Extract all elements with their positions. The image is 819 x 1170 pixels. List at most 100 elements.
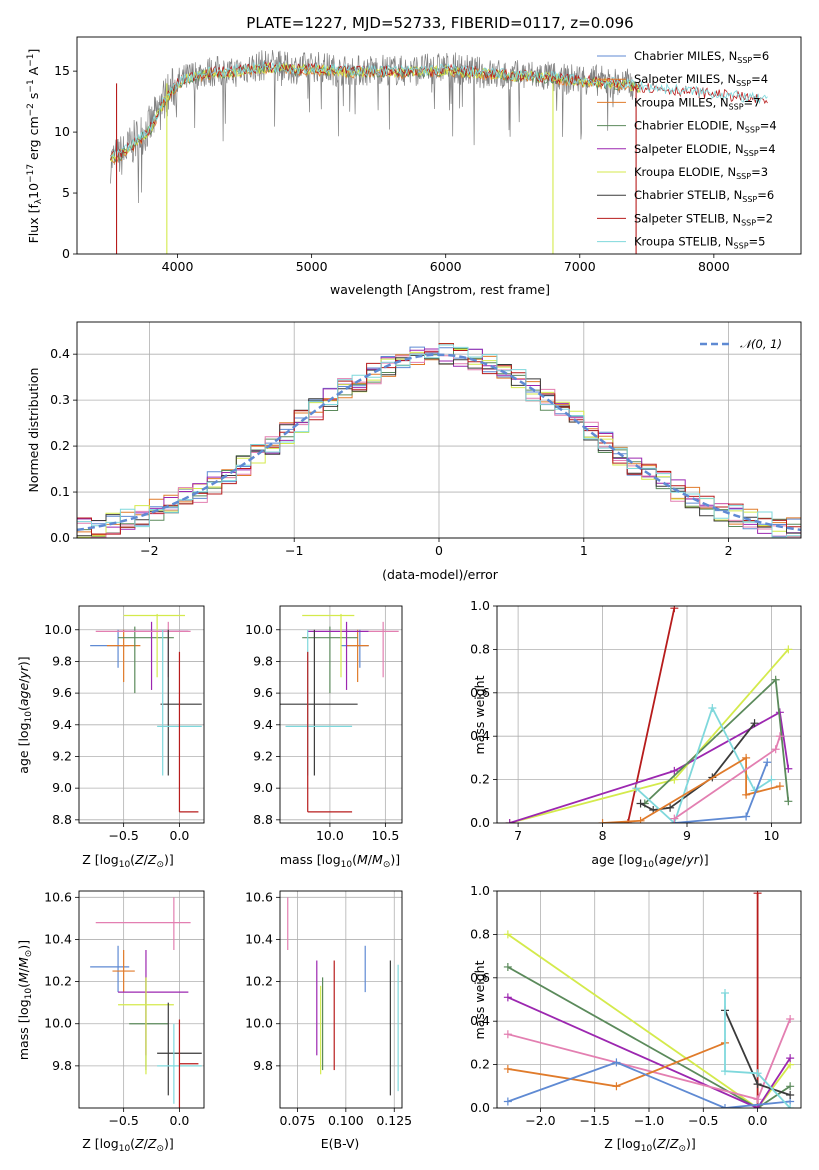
y-tick-label: 8.8 (253, 812, 273, 827)
weight-marker (612, 1082, 621, 1091)
weight-marker (784, 797, 793, 806)
axes-frame (78, 890, 205, 1109)
x-tick-label: −1.5 (580, 1113, 610, 1128)
y-tick-label: 0.4 (470, 1013, 490, 1028)
y-tick-label: 9.8 (52, 653, 72, 668)
p7-xlabel: Z [log10(Z/Z⊙)] (604, 1136, 696, 1154)
axes-frame (496, 605, 802, 824)
x-tick-label: 6000 (430, 259, 462, 274)
y-tick-label: 10.6 (44, 889, 72, 904)
x-tick-label: 0.0 (170, 1113, 190, 1128)
x-tick-label: −0.5 (108, 828, 138, 843)
residual-histogram: −2 −1 0 1 2 0.0 0.1 0.2 0.3 0.4 𝒩(0, 1) (50, 321, 802, 558)
x-tick-label: 0.125 (376, 1113, 412, 1128)
weight-marker (742, 790, 751, 799)
weight-marker (786, 1015, 795, 1024)
y-tick-label: 9.8 (253, 1058, 273, 1073)
y-tick-label: 9.2 (253, 748, 273, 763)
y-tick-label: 10.6 (245, 889, 273, 904)
axes-frame (78, 605, 205, 824)
x-tick-label: 0.0 (170, 828, 190, 843)
weight-marker (503, 1097, 512, 1106)
p6-xlabel: E(B-V) (321, 1136, 360, 1151)
y-tick-label: 0.2 (470, 1057, 490, 1072)
weight-marker (503, 1030, 512, 1039)
x-tick-label: −2.0 (525, 1113, 555, 1128)
spectrum-lines (110, 49, 768, 254)
weight-line (627, 608, 676, 823)
legend-label: Chabrier ELODIE, NSSP=4 (634, 119, 777, 135)
weight-marker (771, 745, 780, 754)
legend-label: Kroupa ELODIE, NSSP=3 (634, 165, 768, 181)
y-tick-label: 9.6 (253, 685, 273, 700)
weight-marker (708, 703, 717, 712)
y-tick-label: 10.0 (44, 1016, 72, 1031)
y-tick-label: 0.2 (50, 438, 70, 453)
p7-ylabel: mass weight (472, 960, 487, 1039)
x-tick-label: 0.0 (748, 1113, 768, 1128)
weight-marker (767, 775, 776, 784)
weight-marker (505, 819, 514, 823)
x-tick-label: 10.0 (316, 828, 344, 843)
y-tick-label: 9.2 (52, 748, 72, 763)
weight-lines (505, 606, 793, 823)
x-tick-label: 0.075 (280, 1113, 316, 1128)
y-tick-label: 10.0 (245, 1016, 273, 1031)
weight-line (509, 710, 790, 823)
y-tick-label: 0.0 (470, 815, 490, 830)
y-tick-label: 10.4 (245, 931, 273, 946)
x-tick-label: 0 (435, 543, 443, 558)
weight-marker (503, 993, 512, 1002)
y-tick-label: 1.0 (470, 883, 490, 898)
y-tick-label: 8.8 (52, 812, 72, 827)
x-tick-label: 7 (514, 828, 522, 843)
x-tick-label: −2 (140, 543, 158, 558)
weight-line (507, 966, 791, 1108)
x-tick-label: −1.0 (634, 1113, 664, 1128)
weight-marker (598, 819, 607, 823)
weight-marker (753, 891, 762, 898)
y-tick-label: 0 (62, 246, 70, 261)
weight-marker (670, 775, 679, 784)
y-tick-label: 9.8 (52, 1058, 72, 1073)
weight-marker (786, 1104, 795, 1108)
weight-marker (775, 782, 784, 791)
y-tick-label: 9.0 (253, 780, 273, 795)
weight-marker (503, 962, 512, 971)
axes-frame (279, 890, 403, 1109)
p2-xlabel: Z [log10(Z/Z⊙)] (82, 852, 174, 870)
y-tick-label: 9.4 (52, 717, 72, 732)
legend-label: Chabrier STELIB, NSSP=6 (634, 188, 774, 204)
weight-marker (786, 1090, 795, 1099)
error-bars (280, 613, 399, 813)
residual-ylabel: Normed distribution (26, 368, 41, 493)
weight-marker (670, 606, 679, 613)
legend-label: Salpeter MILES, NSSP=4 (634, 72, 768, 88)
model-spectrum-line (110, 62, 641, 163)
axes-frame (76, 36, 802, 255)
weight-line (507, 933, 791, 1108)
weight-marker (775, 732, 784, 741)
weight-marker (503, 930, 512, 939)
y-tick-label: 5 (62, 185, 70, 200)
legend-label: Salpeter ELODIE, NSSP=4 (634, 142, 776, 158)
x-tick-label: 10 (763, 828, 779, 843)
weight-lines (503, 891, 795, 1108)
x-tick-label: 10.5 (371, 828, 399, 843)
x-tick-label: 0.100 (328, 1113, 364, 1128)
y-tick-label: 0.6 (470, 685, 490, 700)
spectrum-title: PLATE=1227, MJD=52733, FIBERID=0117, z=0… (246, 14, 633, 32)
age-vs-z-plot: −0.5 0.0 8.8 9.0 9.2 9.4 9.6 9.8 10.0 (44, 605, 205, 843)
y-tick-label: 0.4 (470, 728, 490, 743)
y-tick-label: 0.8 (470, 641, 490, 656)
y-tick-label: 10 (54, 124, 70, 139)
weight-marker (721, 1067, 729, 1076)
y-tick-label: 9.4 (253, 717, 273, 732)
axes-frame (279, 605, 403, 824)
axes-frame (76, 321, 802, 539)
weight-marker (753, 1069, 762, 1078)
weight-marker (721, 988, 729, 997)
y-tick-label: 0.1 (50, 484, 70, 499)
weight-marker (786, 1082, 795, 1091)
y-tick-label: 10.2 (44, 974, 72, 989)
